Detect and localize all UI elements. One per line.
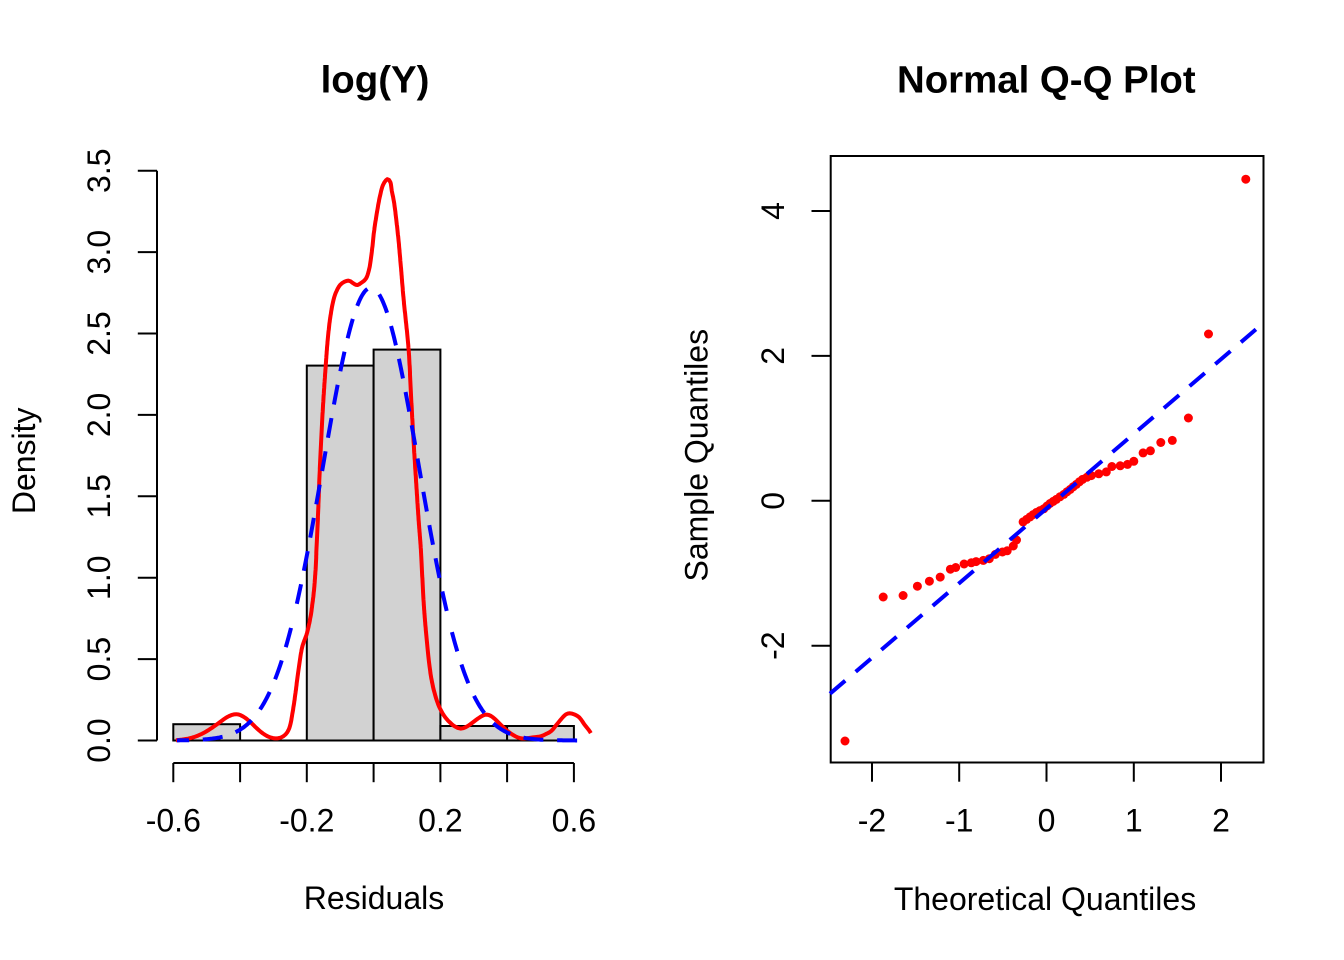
svg-text:3.0: 3.0 (81, 230, 117, 274)
svg-text:log(Y): log(Y) (321, 58, 430, 101)
svg-text:0.0: 0.0 (81, 718, 117, 762)
svg-text:Residuals: Residuals (304, 880, 445, 916)
svg-text:2: 2 (1212, 803, 1230, 839)
svg-text:Theoretical Quantiles: Theoretical Quantiles (894, 881, 1196, 917)
svg-text:Density: Density (6, 407, 42, 514)
svg-text:-1: -1 (945, 803, 973, 839)
svg-text:0.6: 0.6 (552, 803, 596, 839)
svg-text:0: 0 (1038, 803, 1056, 839)
svg-text:Sample Quantiles: Sample Quantiles (679, 329, 715, 582)
svg-text:0: 0 (755, 492, 791, 510)
svg-text:0.2: 0.2 (418, 803, 462, 839)
svg-text:-2: -2 (755, 631, 791, 659)
svg-text:-0.6: -0.6 (146, 803, 201, 839)
svg-text:1: 1 (1125, 803, 1143, 839)
svg-text:1.0: 1.0 (81, 555, 117, 599)
svg-text:1.5: 1.5 (81, 474, 117, 518)
svg-text:0.5: 0.5 (81, 637, 117, 681)
svg-text:-2: -2 (858, 803, 886, 839)
svg-text:4: 4 (755, 202, 791, 220)
svg-text:2.0: 2.0 (81, 393, 117, 437)
svg-text:2.5: 2.5 (81, 311, 117, 355)
svg-text:3.5: 3.5 (81, 148, 117, 192)
svg-text:-0.2: -0.2 (279, 803, 334, 839)
svg-text:2: 2 (755, 347, 791, 365)
svg-text:Normal Q-Q Plot: Normal Q-Q Plot (897, 58, 1196, 101)
